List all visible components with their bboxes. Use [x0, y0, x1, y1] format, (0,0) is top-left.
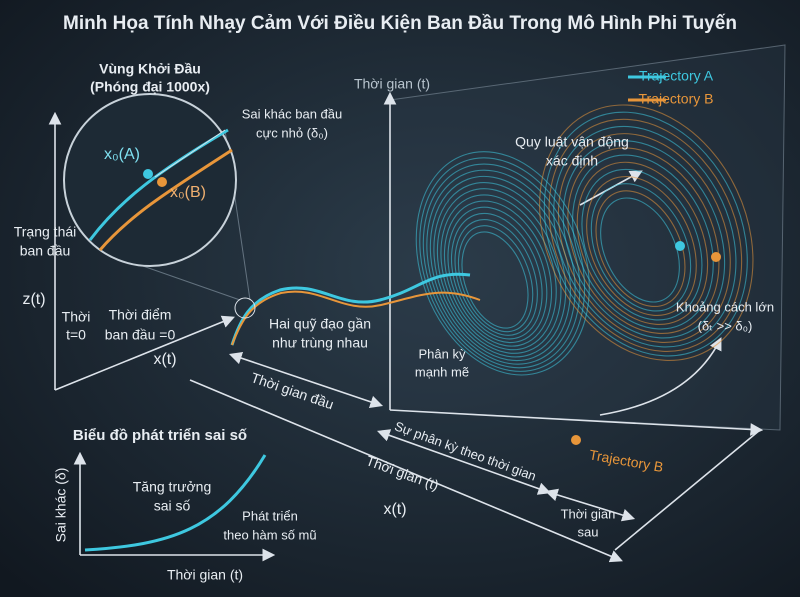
attractor-loop — [440, 194, 557, 351]
attractor-loop — [586, 176, 697, 317]
attractor-loop — [454, 219, 538, 336]
error-curve — [84, 454, 267, 552]
attractor-loop — [443, 200, 553, 347]
attractor-loop — [600, 197, 680, 303]
attractor-loop — [457, 225, 534, 333]
axis-label: Thời gian (t) — [167, 567, 243, 583]
legend-label: Trajectory B — [639, 91, 714, 107]
point-a-label: x₀(A) — [104, 146, 140, 163]
arrow — [544, 488, 636, 522]
legend: Trajectory A Trajectory B — [628, 68, 714, 107]
attractor-loop — [595, 190, 686, 308]
attractor-loop — [557, 133, 731, 344]
note: Khoảng cách lớn — [676, 299, 774, 314]
note: Thời — [62, 309, 91, 325]
attractor-loop — [571, 154, 714, 330]
point-b — [571, 435, 581, 445]
point-b-label: x₀(B) — [170, 184, 206, 201]
attractor-loop — [581, 168, 703, 321]
arrow — [228, 352, 384, 408]
trajectory-b — [231, 290, 481, 346]
attractor-loop — [426, 169, 576, 365]
axis-label: x(t) — [383, 501, 406, 518]
note: Sai khác ban đầu — [242, 106, 342, 121]
attractor-loop — [415, 151, 590, 376]
inset-title: (Phóng đại 1000x) — [90, 79, 210, 95]
note: Tăng trưởng — [133, 479, 211, 495]
title: Minh Họa Tính Nhạy Cảm Với Điều Kiện Ban… — [63, 13, 737, 34]
attractor-loop — [543, 111, 748, 357]
note: mạnh mẽ — [415, 364, 469, 379]
axis — [614, 429, 761, 551]
note: t=0 — [66, 327, 86, 343]
trajectory-b — [98, 148, 233, 251]
note: Phân kỳ — [419, 346, 466, 361]
note: sau — [578, 524, 599, 539]
attractor-loop — [567, 147, 720, 335]
axis-label: Sai khác (δ) — [53, 468, 69, 543]
note: như trùng nhau — [272, 335, 368, 351]
arrow — [599, 337, 722, 416]
legend-label: Trajectory A — [639, 68, 714, 84]
chart-title: Biểu đồ phát triển sai số — [73, 427, 247, 444]
point-b — [711, 252, 721, 262]
attractor — [415, 104, 754, 376]
attractor-loop — [461, 231, 529, 329]
pointer — [154, 129, 226, 178]
arrow — [376, 429, 552, 495]
note: Phát triển — [242, 508, 298, 523]
attractor-loop — [562, 140, 726, 339]
note: Thời gian — [561, 506, 616, 521]
note: theo hàm số mũ — [223, 527, 316, 542]
axis-label: x(t) — [153, 351, 176, 368]
note: ban đầu — [20, 243, 71, 259]
note: Trạng thái — [14, 224, 77, 240]
point-b — [157, 177, 167, 187]
attractor-loop — [590, 183, 692, 312]
note: (δₜ >> δ₀) — [698, 318, 753, 333]
attractor-loop — [548, 118, 743, 353]
note: ban đầu =0 — [105, 327, 176, 343]
note: Hai quỹ đạo gần — [269, 316, 371, 332]
note: cực nhỏ (δ₀) — [256, 125, 328, 140]
zoom-spot — [234, 297, 256, 319]
attractor-loop — [553, 125, 737, 348]
attractor-loop — [433, 182, 567, 358]
trajectory-a — [230, 272, 471, 346]
inset-title: Vùng Khởi Đầu — [99, 61, 201, 77]
attractor-loop — [419, 157, 586, 372]
note: xác định — [546, 153, 598, 169]
axis — [389, 409, 764, 436]
attractor-loop — [447, 206, 548, 344]
note: sai số — [154, 498, 191, 514]
point-a — [143, 169, 153, 179]
note: Thời điểm — [109, 307, 172, 323]
axis-label: Thời gian (t) — [354, 76, 430, 92]
note: Quy luật vận động — [515, 134, 629, 150]
axis-label: z(t) — [22, 291, 45, 308]
point-a — [675, 241, 685, 251]
attractor-loop — [450, 212, 543, 340]
attractor-loop — [436, 188, 562, 354]
attractor-loop — [539, 104, 754, 362]
attractor-loop — [422, 163, 581, 369]
x-axis — [54, 315, 235, 391]
